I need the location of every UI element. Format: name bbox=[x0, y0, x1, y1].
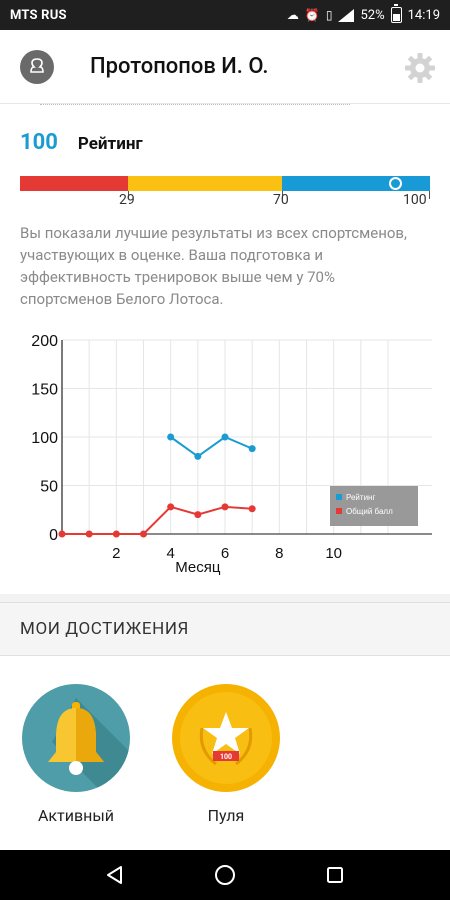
rating-row: 100 Рейтинг bbox=[20, 130, 143, 155]
gear-icon[interactable] bbox=[404, 52, 436, 84]
scale-tick bbox=[429, 191, 430, 199]
star-medal-icon: 100 bbox=[180, 692, 272, 784]
achievement-badge: 100 bbox=[172, 684, 280, 792]
series-line-total-score bbox=[62, 505, 253, 535]
section-spacer bbox=[0, 594, 450, 602]
data-point bbox=[58, 530, 66, 538]
data-point bbox=[221, 433, 229, 441]
bell-icon bbox=[48, 698, 130, 792]
scale-segment-low bbox=[20, 176, 128, 191]
legend-label: Рейтинг bbox=[346, 493, 375, 502]
signal-icon bbox=[338, 8, 355, 22]
home-circle-icon bbox=[215, 865, 235, 885]
battery-percent: 52% bbox=[360, 7, 385, 23]
series-line-rating bbox=[170, 435, 253, 458]
rating-value: 100 bbox=[20, 130, 58, 155]
achievement-label: Активный bbox=[37, 806, 115, 825]
back-triangle-icon bbox=[107, 866, 122, 884]
legend-swatch bbox=[336, 494, 342, 500]
home-button[interactable] bbox=[205, 855, 245, 895]
data-point bbox=[194, 511, 202, 519]
avatar[interactable] bbox=[20, 49, 54, 84]
data-point bbox=[221, 503, 229, 511]
rating-label: Рейтинг bbox=[77, 134, 143, 154]
data-point bbox=[167, 503, 175, 511]
achievements-list: Активный 100 Пуля bbox=[0, 656, 450, 850]
data-point bbox=[248, 445, 256, 453]
legend-swatch bbox=[336, 508, 342, 514]
alarm-icon: ⏰ bbox=[304, 8, 320, 22]
scale-label-29: 29 bbox=[119, 192, 135, 208]
clock: 14:19 bbox=[407, 7, 440, 23]
profile-content[interactable]: 100 Рейтинг 29 70 100 Вы показали лучшие… bbox=[0, 104, 450, 850]
recents-button[interactable] bbox=[315, 855, 355, 895]
y-tick-label: 100 bbox=[31, 430, 58, 447]
data-point bbox=[112, 530, 120, 538]
system-nav-bar bbox=[0, 850, 450, 900]
legend-label: Общий балл bbox=[346, 507, 393, 516]
recents-square-icon bbox=[327, 867, 343, 883]
y-tick-label: 150 bbox=[31, 382, 58, 399]
y-tick-label: 0 bbox=[49, 527, 58, 544]
data-point bbox=[85, 530, 93, 538]
user-name: Протопопов И. О. bbox=[90, 54, 269, 79]
x-tick-label: 8 bbox=[275, 545, 283, 562]
y-tick-label: 200 bbox=[31, 333, 58, 350]
x-tick-label: 2 bbox=[112, 545, 120, 562]
x-axis-label: Месяц bbox=[175, 559, 221, 576]
scale-position-marker bbox=[389, 177, 402, 190]
scale-label-70: 70 bbox=[273, 192, 289, 208]
x-tick-label: 10 bbox=[325, 545, 342, 562]
achievement-bullet[interactable]: 100 Пуля bbox=[156, 684, 296, 825]
hotspot-icon: ☁ bbox=[286, 8, 299, 22]
achievements-title: МОИ ДОСТИЖЕНИЯ bbox=[0, 602, 450, 656]
status-bar: MTS RUS ☁ ⏰ ▯ 52% 14:19 bbox=[0, 0, 450, 30]
scale-segment-high bbox=[282, 176, 430, 191]
x-tick-label: 6 bbox=[221, 545, 229, 562]
x-tick-label: 4 bbox=[166, 545, 174, 562]
back-button[interactable] bbox=[95, 855, 135, 895]
badge-number: 100 bbox=[220, 753, 232, 761]
data-point bbox=[167, 433, 175, 441]
scale-label-100: 100 bbox=[403, 192, 427, 208]
carrier-name: MTS RUS bbox=[10, 7, 67, 23]
rating-description: Вы показали лучшие результаты из всех сп… bbox=[20, 224, 407, 308]
scale-tick bbox=[282, 191, 283, 199]
rating-chart: 0 50 100 150 200 2 4 6 8 10 Месяц Рейтинг Общий балл bbox=[31, 333, 432, 576]
user-icon bbox=[30, 57, 44, 73]
achievement-badge bbox=[22, 684, 130, 792]
data-point bbox=[248, 505, 256, 513]
y-tick-label: 50 bbox=[40, 479, 58, 496]
scroll-cut-divider bbox=[40, 104, 350, 106]
app-bar: Протопопов И. О. bbox=[0, 30, 450, 104]
battery-icon bbox=[390, 4, 402, 23]
scale-tick bbox=[128, 191, 129, 199]
vibrate-icon: ▯ bbox=[325, 8, 333, 22]
data-point bbox=[140, 530, 147, 538]
scale-segment-mid bbox=[128, 176, 282, 191]
achievement-label: Пуля bbox=[207, 806, 245, 825]
data-point bbox=[194, 452, 202, 460]
achievement-active[interactable]: Активный bbox=[6, 684, 146, 825]
rating-scale bbox=[20, 176, 430, 191]
chart-legend bbox=[330, 486, 418, 526]
